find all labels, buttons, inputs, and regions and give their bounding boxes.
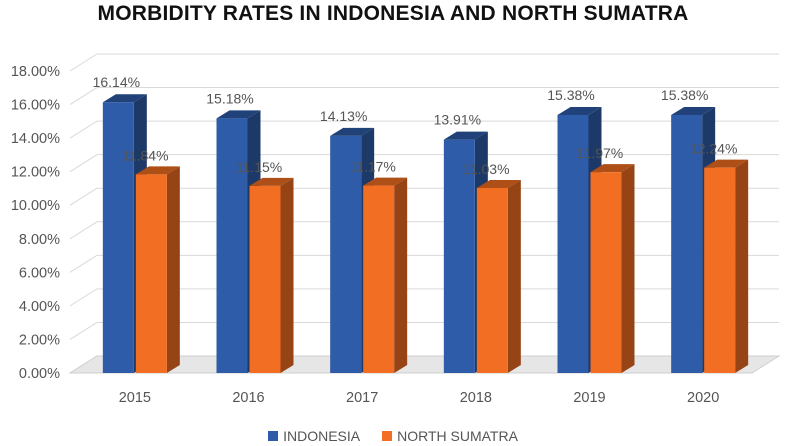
bar-top (590, 164, 635, 173)
gridline-depth (69, 87, 98, 105)
bar-side (280, 177, 294, 373)
y-tick-label: 12.00% (11, 165, 60, 181)
data-label: 13.91% (434, 112, 481, 128)
bar-top (443, 131, 488, 140)
legend-label-north-sumatra: NORTH SUMATRA (397, 428, 518, 444)
x-tick-label: 2017 (346, 390, 378, 406)
y-tick-label: 6.00% (19, 265, 60, 281)
bar (671, 114, 703, 374)
bar (330, 135, 362, 373)
bar (590, 172, 622, 373)
x-tick-label: 2020 (687, 390, 719, 406)
bar-top (102, 94, 147, 103)
bar-side (166, 166, 180, 373)
bar-top (704, 159, 749, 168)
gridline-depth (69, 53, 98, 72)
y-tick-label: 14.00% (11, 131, 60, 147)
y-tick-label: 16.00% (11, 98, 60, 114)
y-tick-label: 2.00% (19, 332, 60, 348)
bar-side (621, 164, 635, 373)
bar-top (476, 179, 521, 188)
y-tick-label: 0.00% (19, 366, 60, 382)
bar-top (671, 106, 716, 115)
chart-title: MORBIDITY RATES IN INDONESIA AND NORTH S… (97, 2, 689, 25)
bar (443, 139, 475, 373)
data-label: 11.84% (122, 147, 168, 163)
bar (363, 185, 395, 373)
x-tick-label: 2015 (119, 390, 151, 406)
data-label: 11.15% (236, 159, 282, 175)
legend-swatch-north-sumatra (382, 431, 393, 441)
gridline-depth (69, 322, 98, 340)
gridline-depth (69, 154, 98, 173)
data-label: 15.18% (206, 90, 253, 106)
y-tick-label: 4.00% (19, 299, 60, 315)
gridline-depth (69, 221, 98, 240)
bar-top (363, 177, 408, 186)
y-tick-label: 18.00% (11, 64, 60, 80)
data-label: 12.24% (690, 141, 737, 157)
x-tick-label: 2019 (573, 390, 605, 406)
gridline-depth (69, 187, 98, 206)
x-tick-label: 2018 (460, 390, 492, 406)
bar (476, 187, 508, 373)
gridline-depth (69, 288, 98, 307)
legend-label-indonesia: INDONESIA (283, 428, 361, 444)
data-label: 14.13% (320, 108, 367, 124)
data-label: 15.38% (661, 87, 708, 103)
bar (557, 114, 589, 374)
bar-top (135, 166, 180, 175)
y-tick-label: 10.00% (11, 198, 60, 214)
y-tick-label: 8.00% (19, 232, 60, 248)
legend-item-north-sumatra: NORTH SUMATRA (382, 428, 518, 444)
bar-top (557, 106, 602, 115)
data-label: 16.14% (93, 74, 140, 90)
bar (249, 185, 281, 373)
bar (704, 167, 736, 373)
bar-side (735, 159, 749, 373)
legend-swatch-indonesia (268, 431, 279, 441)
gridline-depth (69, 254, 98, 273)
data-label: 11.97% (577, 145, 623, 161)
bar-top (216, 110, 261, 119)
data-label: 11.03% (463, 161, 509, 177)
bar (135, 174, 167, 373)
legend: INDONESIA NORTH SUMATRA (0, 428, 786, 444)
legend-item-indonesia: INDONESIA (268, 428, 360, 444)
gridline-depth (69, 120, 98, 139)
data-label: 15.38% (547, 87, 594, 103)
bar (216, 118, 248, 374)
x-tick-label: 2016 (232, 390, 264, 406)
data-label: 11.17% (349, 159, 395, 175)
bar-top (249, 177, 294, 186)
bar-side (507, 179, 521, 373)
bar-top (330, 127, 375, 136)
bar (102, 102, 134, 373)
bar-side (394, 177, 408, 373)
